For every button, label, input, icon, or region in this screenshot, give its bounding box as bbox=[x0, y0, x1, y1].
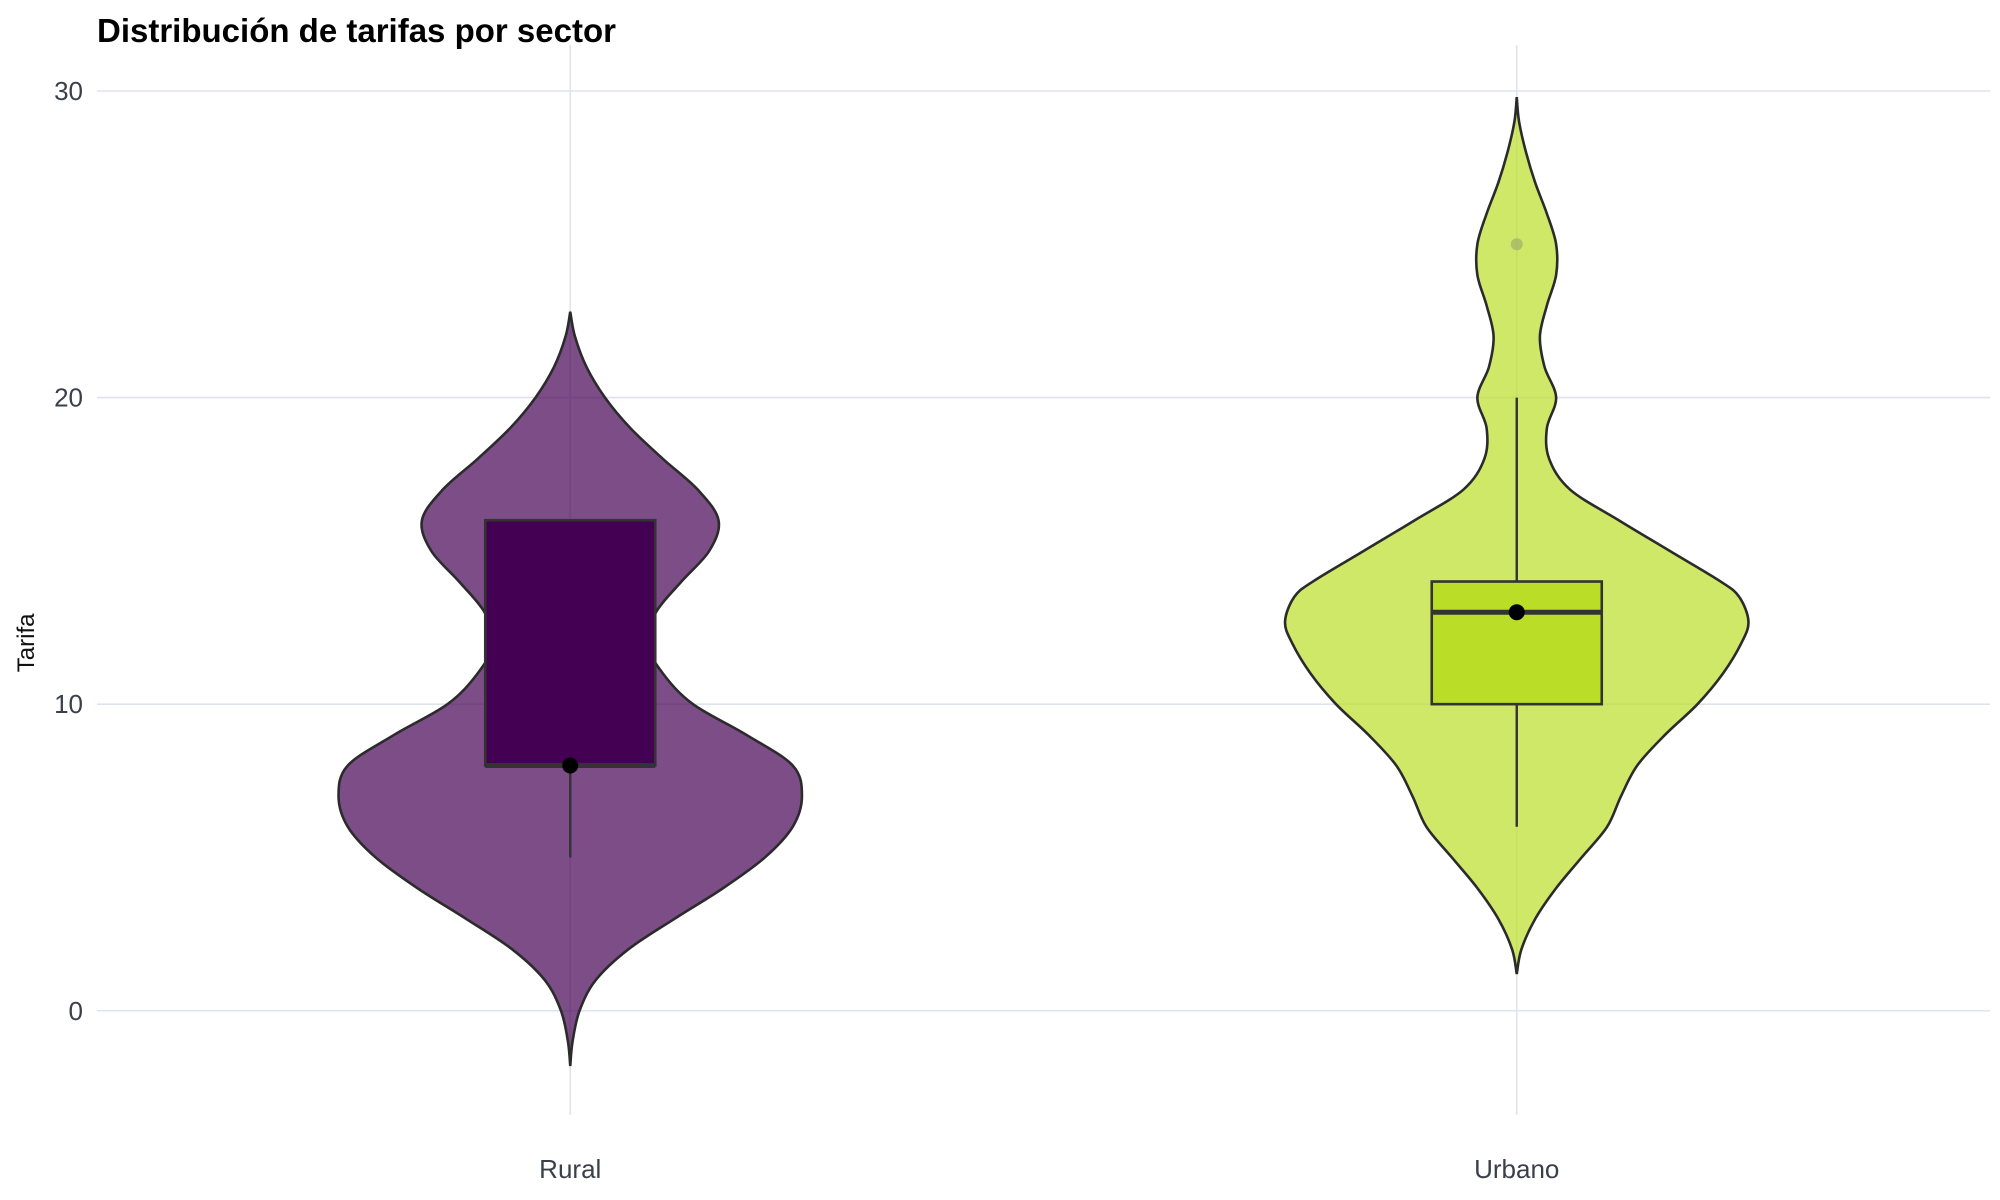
mean-point-rural bbox=[562, 757, 578, 773]
x-tick-label-rural: Rural bbox=[539, 1154, 601, 1184]
x-tick-label-urbano: Urbano bbox=[1474, 1154, 1559, 1184]
y-tick-label: 10 bbox=[54, 689, 83, 719]
mean-point-urbano bbox=[1509, 604, 1525, 620]
y-axis-title: Tarifa bbox=[13, 613, 40, 672]
y-tick-label: 0 bbox=[69, 996, 83, 1026]
box-urbano bbox=[1432, 582, 1602, 705]
box-rural bbox=[485, 520, 655, 765]
y-tick-label: 30 bbox=[54, 76, 83, 106]
y-tick-label: 20 bbox=[54, 383, 83, 413]
outlier-point-urbano bbox=[1511, 238, 1523, 250]
